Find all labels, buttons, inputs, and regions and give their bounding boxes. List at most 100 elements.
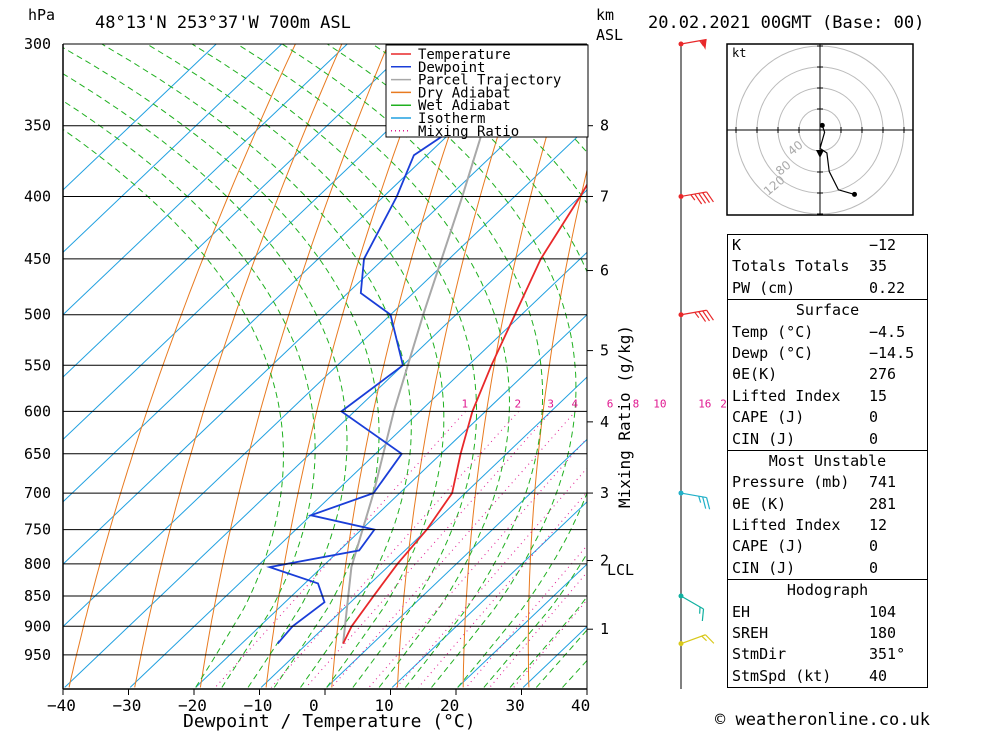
plot-frame [62, 43, 588, 690]
km-tick-label: 4 [600, 413, 609, 431]
mixing-ratio-label: 6 [607, 397, 614, 410]
wind-barb-staff [680, 634, 706, 645]
pressure-tick-label: 700 [24, 484, 51, 502]
wet-adiabat-line [372, 44, 587, 688]
index-row: Pressure (mb) 741 [728, 472, 927, 493]
copyright-link[interactable]: © weatheronline.co.uk [715, 710, 930, 730]
index-value: 276 [869, 365, 897, 384]
index-label: CAPE (J) [732, 537, 805, 556]
index-value: 15 [869, 386, 888, 405]
mixing-ratio-label: 3 [547, 397, 554, 410]
wind-barb [680, 309, 714, 322]
wind-barb-flag [706, 497, 711, 510]
index-row: PW (cm) 0.22 [728, 278, 927, 299]
index-label: Lifted Index [732, 516, 841, 535]
index-label: CAPE (J) [732, 408, 805, 427]
wind-barb [680, 38, 707, 50]
wet-adiabat-line [63, 100, 316, 688]
location-title: 48°13'N 253°37'W 700m ASL [95, 13, 351, 33]
wind-barb-flag [706, 309, 714, 321]
hodograph-start-dot [819, 122, 825, 128]
wind-barb [680, 595, 705, 622]
legend-entry: Isotherm [418, 111, 485, 127]
index-value: 0 [869, 537, 879, 556]
index-value: 35 [869, 257, 888, 276]
dry-adiabat-line [933, 44, 989, 687]
index-row: θE(K) 276 [728, 364, 927, 385]
x-tick-label: 0 [309, 696, 319, 715]
wet-adiabat-line [191, 44, 478, 688]
pressure-tick-label: 400 [24, 187, 51, 205]
pressure-tick-label: 850 [24, 587, 51, 605]
wind-barb-half-flag [698, 496, 702, 503]
dewpoint-line [266, 44, 473, 645]
wet-adiabat-line [281, 44, 544, 688]
pressure-tick-label: 300 [24, 35, 51, 53]
wind-barb-flag [694, 193, 703, 205]
index-label: Lifted Index [732, 386, 841, 405]
wet-adiabat-line [63, 73, 348, 688]
km-tick-label: 3 [600, 484, 609, 502]
dry-adiabat-line [527, 167, 587, 688]
x-tick-label: 40 [571, 696, 590, 715]
surface-title: Surface [795, 301, 860, 320]
dry-adiabat-line [134, 44, 343, 688]
mixing-ratio-line [465, 544, 587, 688]
most-unstable-section: Most Unstable Pressure (mb) 741 θE (K) 281 L… [728, 449, 927, 579]
wind-barb-staff [680, 492, 707, 499]
wind-barb-flag [698, 311, 707, 322]
pressure-tick-label: 750 [24, 521, 51, 539]
wind-barb-flag [706, 191, 714, 203]
axes: 1234681016202530035040045050055060065070… [24, 35, 756, 715]
km-tick-label: 7 [600, 187, 609, 205]
index-row: StmSpd (kt) 40 [728, 666, 927, 687]
pressure-tick-label: 950 [24, 646, 51, 664]
wet-adiabat-line [63, 47, 380, 688]
index-label: StmSpd (kt) [732, 666, 832, 685]
hodograph-section: Hodograph EH 104 SREH 180 StmDir 351° StmSpd (… [728, 579, 927, 687]
index-row: CAPE (J) 0 [728, 536, 927, 557]
pressure-unit-label: hPa [28, 6, 55, 24]
isotherm-line [326, 438, 587, 688]
mixing-ratio-label: 4 [571, 397, 578, 410]
index-row: Lifted Index 15 [728, 386, 927, 407]
index-row: CAPE (J) 0 [728, 407, 927, 428]
mixing-ratio-line [305, 411, 552, 688]
index-row: CIN (J) 0 [728, 429, 927, 450]
asl-unit-label: ASL [596, 26, 623, 44]
wind-barb [680, 191, 714, 205]
index-label: Dewp (°C) [732, 343, 814, 362]
dry-adiabat-line [653, 44, 714, 687]
legend-box [385, 44, 589, 138]
km-tick-label: 2 [600, 552, 609, 570]
index-label: StmDir [732, 645, 787, 664]
pressure-tick-label: 600 [24, 402, 51, 420]
indices-panel: K −12 Totals Totals 35 PW (cm) 0.22 Surface T… [727, 234, 928, 689]
mixing-ratio-line [214, 411, 466, 688]
index-row: Temp (°C) −4.5 [728, 322, 927, 343]
isotherm-line [63, 44, 217, 191]
index-row: SREH 180 [728, 623, 927, 644]
dry-adiabat-line [984, 44, 1000, 687]
wet-adiabat-line [101, 44, 412, 688]
wind-barb-flag [702, 192, 710, 203]
most-unstable-title: Most Unstable [768, 451, 887, 470]
hodograph-title: Hodograph [786, 581, 869, 600]
wind-barb-half-flag [690, 194, 696, 201]
x-tick-label: −40 [47, 696, 76, 715]
km-tick-label: 6 [600, 262, 609, 280]
wind-barb-pennant [700, 39, 707, 50]
dry-adiabat-line [462, 44, 575, 688]
x-tick-label: 30 [506, 696, 525, 715]
legend-entry: Dry Adiabat [418, 85, 511, 101]
wind-barb-half-flag [701, 635, 707, 642]
isotherm-line [63, 44, 348, 316]
x-tick-label: −30 [113, 696, 142, 715]
index-label: θE(K) [732, 365, 778, 384]
mixing-ratio-label: 16 [698, 397, 711, 410]
mixing-ratio-line [489, 571, 587, 688]
index-row: StmDir 351° [728, 644, 927, 665]
mixing-ratio-axis-label: Mixing Ratio (g/kg) [615, 325, 634, 508]
pressure-tick-label: 800 [24, 555, 51, 573]
